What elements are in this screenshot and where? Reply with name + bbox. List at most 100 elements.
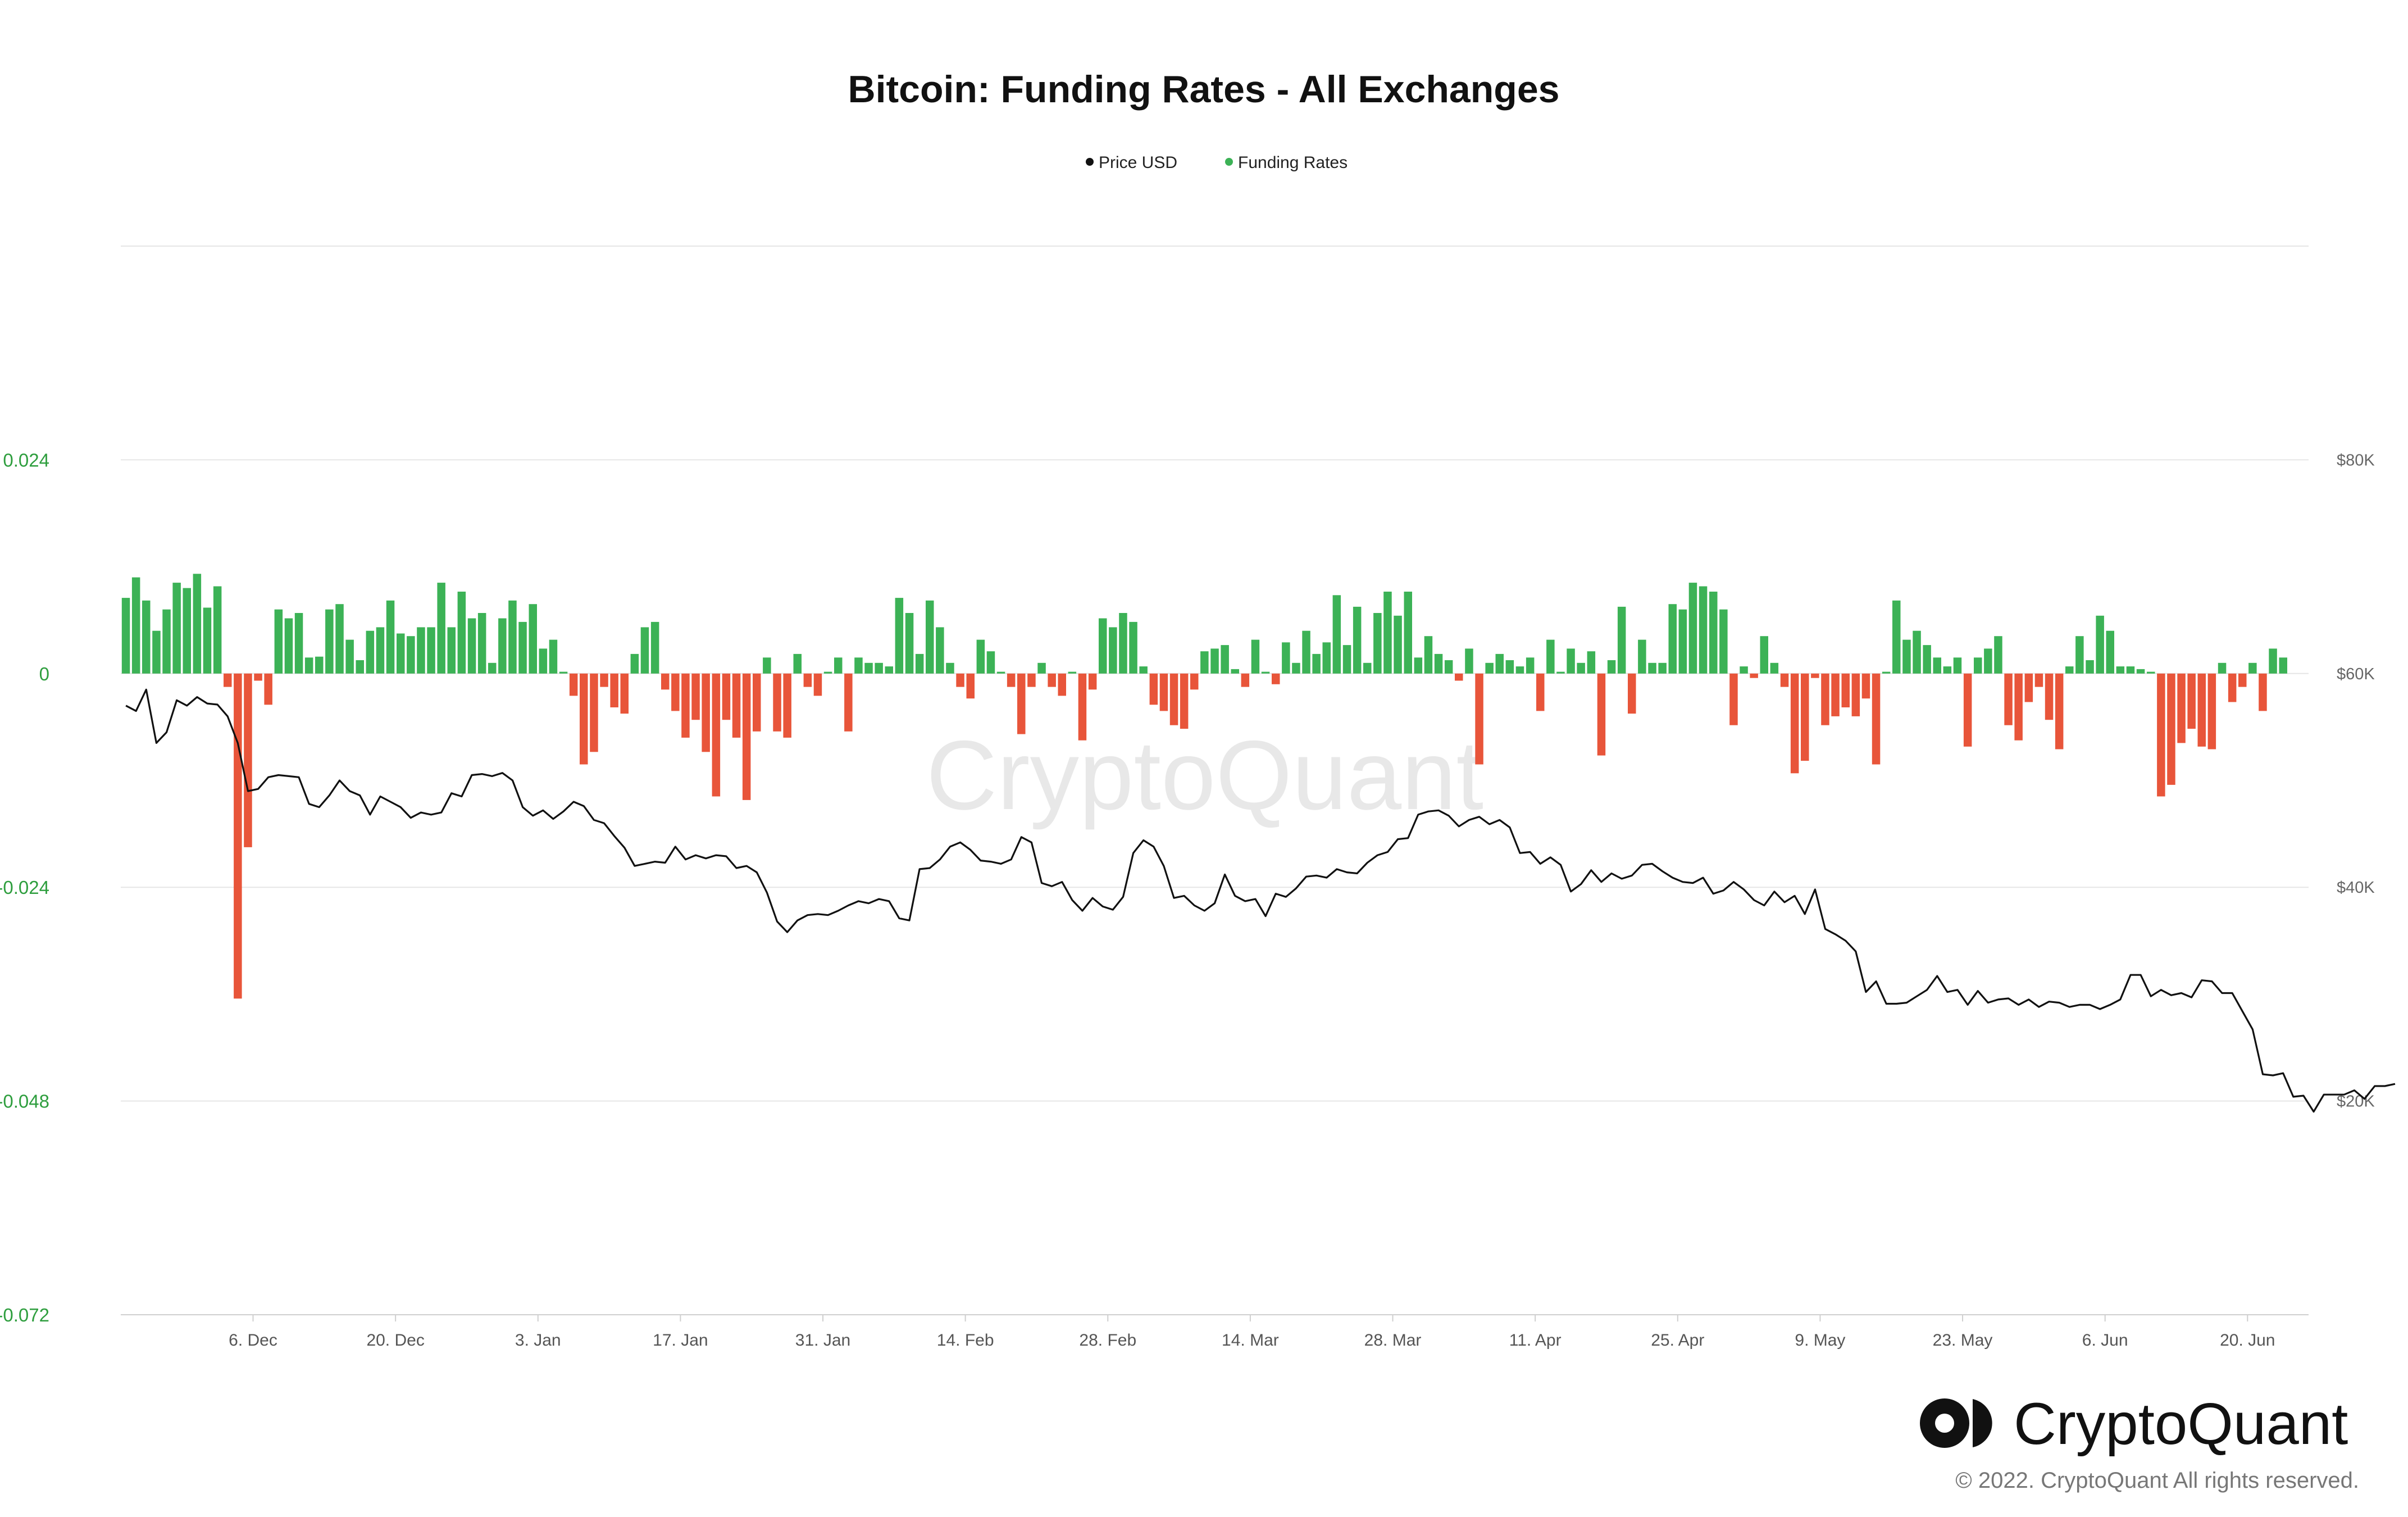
funding-rate-bar (956, 673, 964, 687)
x-tick-label: 14. Mar (1222, 1331, 1279, 1350)
chart-title: Bitcoin: Funding Rates - All Exchanges (848, 68, 1560, 111)
funding-rate-bar (1231, 669, 1239, 674)
y-right-tick-label: $60K (2337, 665, 2375, 683)
funding-rate-bar (2218, 662, 2227, 674)
y-axis-right: $80K $60K $40K $20K (2337, 451, 2375, 1110)
x-tick-label: 31. Jan (795, 1331, 850, 1350)
funding-rate-bar (518, 621, 527, 674)
funding-rate-bar (2147, 671, 2155, 674)
legend-item-price[interactable]: Price USD (1086, 153, 1177, 172)
funding-rate-bar (386, 600, 395, 674)
funding-rate-bar (1251, 639, 1260, 674)
funding-rate-bar (1515, 666, 1524, 674)
funding-rate-bar (610, 673, 618, 707)
funding-rate-bar (1404, 592, 1412, 674)
funding-rate-bar (1475, 673, 1483, 765)
funding-rate-bar (1943, 666, 1952, 674)
funding-rate-bar (1719, 609, 1728, 674)
funding-rate-bar (2279, 657, 2287, 674)
funding-rate-bar (1078, 673, 1087, 741)
funding-rate-bar (1027, 673, 1036, 687)
funding-rate-bar (1678, 609, 1687, 674)
funding-rate-bar (803, 673, 812, 687)
funding-rate-bar (162, 609, 171, 674)
funding-rate-bar (1994, 636, 2002, 674)
x-tick-label: 17. Jan (653, 1331, 708, 1350)
funding-rate-bar (661, 673, 670, 690)
funding-rate-bar (366, 630, 375, 674)
funding-rate-bar (1892, 600, 1901, 674)
funding-rate-bar (2238, 673, 2247, 687)
funding-rate-bar (1169, 673, 1178, 725)
funding-rate-bar (1322, 642, 1331, 674)
price-usd-line (125, 688, 2396, 1113)
funding-rate-bar (1617, 606, 1626, 674)
funding-rate-bar (1831, 673, 1840, 716)
x-tick-label: 9. May (1795, 1331, 1845, 1350)
funding-rate-bar (712, 673, 721, 797)
funding-rate-bar (224, 673, 232, 687)
funding-rate-bar (895, 598, 904, 674)
x-axis: 6. Dec 20. Dec 3. Jan 17. Jan 31. Jan 14. Feb… (229, 1315, 2275, 1350)
funding-rate-bar (2024, 673, 2033, 702)
funding-rate-bar (1058, 673, 1066, 696)
funding-rate-bar (773, 673, 781, 732)
funding-rate-bar (1750, 673, 1758, 678)
funding-rate-bar (936, 627, 944, 674)
funding-rate-bar (325, 609, 334, 674)
funding-rate-bar (2055, 673, 2064, 750)
funding-rate-bar (1342, 645, 1351, 674)
funding-rate-bar (345, 639, 354, 674)
funding-rate-bar (1984, 648, 1992, 674)
funding-rate-bar (1536, 673, 1545, 711)
x-tick-label: 23. May (1933, 1331, 1993, 1350)
funding-rate-bar (397, 633, 405, 674)
funding-rate-bar (834, 657, 843, 674)
funding-rate-bar (650, 621, 659, 674)
funding-rate-bar (2187, 673, 2196, 729)
funding-rate-bar (1628, 673, 1636, 714)
funding-rate-bar (1332, 595, 1341, 674)
funding-rate-bar (152, 630, 161, 674)
funding-rate-bar (254, 673, 262, 681)
funding-rate-bar (976, 639, 985, 674)
funding-rate-bar (966, 673, 975, 699)
y-right-tick-label: $20K (2337, 1093, 2375, 1111)
funding-rate-bar (2004, 673, 2013, 725)
funding-rate-bar (2096, 615, 2104, 674)
funding-rate-bar (783, 673, 791, 738)
funding-rate-bar (1841, 673, 1850, 707)
funding-rate-bar (1159, 673, 1168, 711)
funding-rate-bar (274, 609, 283, 674)
funding-rate-bar (1526, 657, 1535, 674)
funding-rate-bar (203, 607, 212, 674)
legend-marker-price (1086, 158, 1094, 166)
funding-rate-bar (2167, 673, 2175, 785)
funding-rate-bar (1149, 673, 1158, 705)
funding-rate-bar (1882, 671, 1891, 674)
funding-rate-bar (2106, 630, 2114, 674)
funding-rate-bar (1729, 673, 1738, 725)
funding-rate-bar (131, 577, 140, 674)
funding-rate-bar (1292, 662, 1300, 674)
funding-rate-bar (1363, 662, 1372, 674)
x-tick-label: 25. Apr (1651, 1331, 1704, 1350)
funding-rate-bar (722, 673, 731, 720)
y-left-tick-label: -0.024 (0, 877, 49, 898)
price-usd-series (125, 688, 2396, 1113)
funding-rate-bar (315, 656, 324, 674)
funding-rate-bar (1668, 604, 1677, 674)
x-tick-label: 3. Jan (515, 1331, 561, 1350)
funding-rate-bar (1658, 662, 1667, 674)
funding-rate-bar (823, 671, 832, 674)
legend-item-funding-rates[interactable]: Funding Rates (1225, 153, 1348, 172)
y-right-tick-label: $40K (2337, 879, 2375, 897)
funding-rate-bar (1821, 673, 1829, 725)
funding-rate-bar (946, 662, 954, 674)
funding-rate-bar (691, 673, 700, 720)
funding-rate-bar (702, 673, 710, 752)
funding-rate-bar (1902, 639, 1911, 674)
funding-rate-bar (1699, 586, 1708, 674)
funding-rate-bar (447, 627, 456, 674)
funding-rate-bar (549, 639, 558, 674)
